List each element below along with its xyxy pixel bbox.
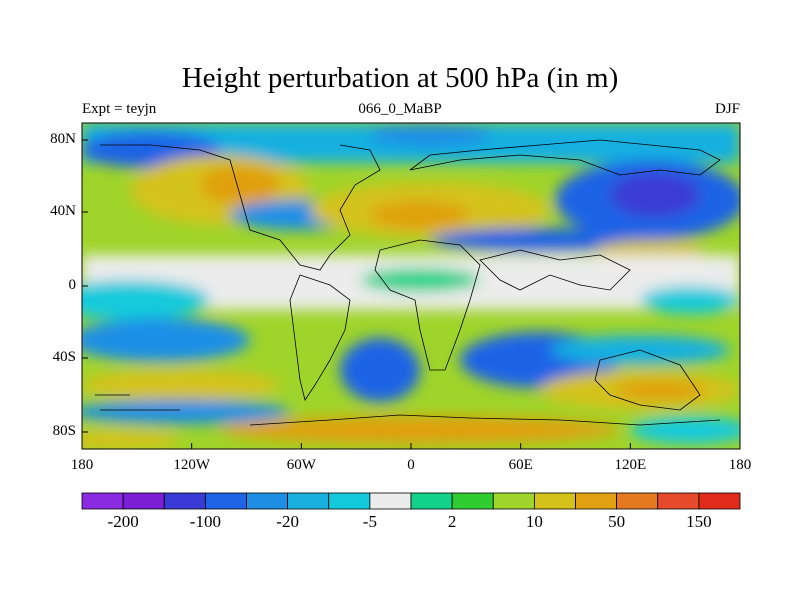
lat-tick-label: 80N (50, 131, 76, 147)
colorbar-box (575, 492, 618, 510)
colorbar-box (122, 492, 165, 510)
lon-tick-label: 180 (70, 457, 94, 473)
colorbar-box (328, 492, 371, 510)
lon-tick-label: 0 (407, 457, 415, 473)
colorbar-box (287, 492, 330, 510)
colorbar-box (369, 492, 412, 510)
colorbar-box (246, 492, 289, 510)
colorbar-box (451, 492, 494, 510)
colorbar-label: 10 (525, 512, 543, 531)
colorbar-label: -5 (362, 512, 377, 531)
lat-tick-label: 40S (52, 349, 76, 365)
lon-tick-label: 180 (728, 457, 752, 473)
lon-tick-label: 60W (286, 457, 316, 473)
colorbar-box (492, 492, 535, 510)
lon-tick-label: 120E (614, 457, 647, 473)
colorbar-box (81, 492, 124, 510)
colorbar-label: -200 (107, 512, 139, 531)
coastlines (95, 139, 721, 426)
colorbar-box (533, 492, 576, 510)
colorbar-label: 2 (447, 512, 457, 531)
lat-tick-label: 0 (68, 277, 77, 293)
colorbar-label: -20 (276, 512, 299, 531)
colorbar (81, 492, 741, 510)
colorbar-box (698, 492, 741, 510)
lat-tick-label: 40N (50, 203, 76, 219)
case-label: 066_0_MaBP (358, 101, 442, 117)
colorbar-label: 50 (608, 512, 626, 531)
colorbar-box (616, 492, 659, 510)
season-label: DJF (714, 101, 740, 117)
lon-tick-label: 120W (173, 457, 210, 473)
colorbar-label: 150 (686, 512, 712, 531)
colorbar-label: -100 (189, 512, 221, 531)
experiment-label: Expt = teyjn (82, 101, 157, 117)
colorbar-box (657, 492, 700, 510)
colorbar-box (163, 492, 206, 510)
map-title: Height perturbation at 500 hPa (in m) (181, 62, 619, 94)
colorbar-box (410, 492, 453, 510)
lon-tick-label: 60E (508, 457, 533, 473)
colorbar-box (204, 492, 247, 510)
lat-tick-label: 80S (52, 423, 76, 439)
